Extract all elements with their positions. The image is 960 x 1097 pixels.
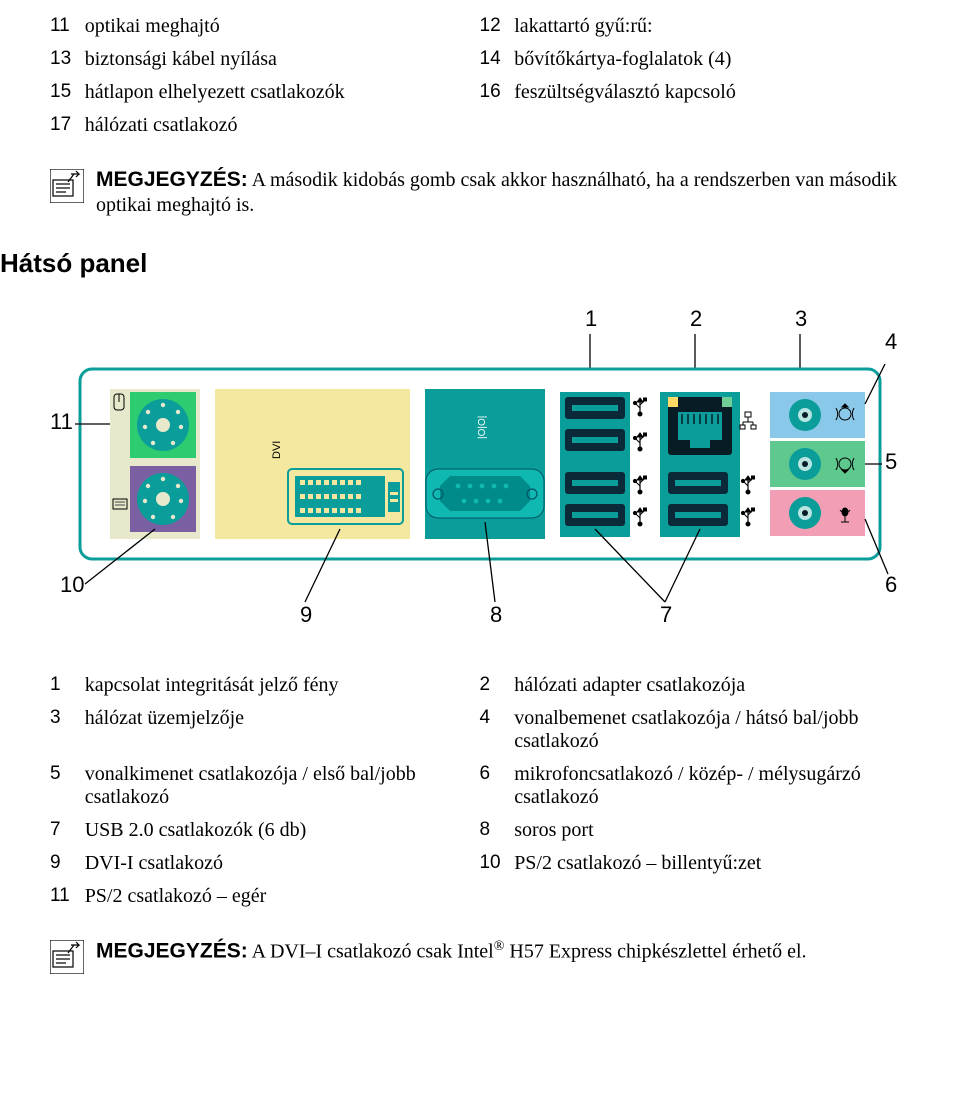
item-desc: hálózati adapter csatlakozója [514, 669, 910, 702]
item-number: 6 [479, 758, 514, 814]
item-desc: PS/2 csatlakozó – billentyű:zet [514, 847, 910, 880]
item-number: 11 [50, 10, 85, 43]
table-row: 3hálózat üzemjelzője4vonalbemenet csatla… [50, 702, 910, 758]
item-desc: hálózati csatlakozó [85, 109, 480, 142]
table-row: 9DVI-I csatlakozó10PS/2 csatlakozó – bil… [50, 847, 910, 880]
note-2: MEGJEGYZÉS: A DVI–I csatlakozó csak Inte… [50, 938, 910, 974]
callout-10: 10 [60, 572, 84, 597]
table-row: 17hálózati csatlakozó [50, 109, 910, 142]
item-desc: PS/2 csatlakozó – egér [85, 880, 480, 913]
callout-5: 5 [885, 449, 897, 474]
table-row: 5vonalkimenet csatlakozója / első bal/jo… [50, 758, 910, 814]
item-number: 4 [479, 702, 514, 758]
item-number: 1 [50, 669, 85, 702]
item-number: 11 [50, 880, 85, 913]
component-table-2: 1kapcsolat integritását jelző fény2hálóz… [50, 669, 910, 913]
callout-3: 3 [795, 306, 807, 331]
callout-6: 6 [885, 572, 897, 597]
note-1: MEGJEGYZÉS: A második kidobás gomb csak … [50, 167, 910, 218]
item-number: 15 [50, 76, 85, 109]
item-desc: feszültségválasztó kapcsoló [514, 76, 910, 109]
svg-text:|O|O|: |O|O| [477, 416, 488, 439]
item-desc [514, 880, 910, 913]
item-number: 10 [479, 847, 514, 880]
item-number: 12 [480, 10, 515, 43]
callout-11: 11 [50, 409, 73, 434]
item-desc: bővítőkártya-foglalatok (4) [514, 43, 910, 76]
item-desc: vonalkimenet csatlakozója / első bal/job… [85, 758, 480, 814]
item-desc: optikai meghajtó [85, 10, 480, 43]
item-number: 7 [50, 814, 85, 847]
item-number: 14 [480, 43, 515, 76]
item-number: 17 [50, 109, 85, 142]
note-label: MEGJEGYZÉS: [96, 168, 248, 191]
callout-2: 2 [690, 306, 702, 331]
callout-1: 1 [585, 306, 597, 331]
item-number: 5 [50, 758, 85, 814]
item-desc: hálózat üzemjelzője [85, 702, 480, 758]
callout-9: 9 [300, 602, 312, 627]
item-desc [514, 109, 910, 142]
item-number: 3 [50, 702, 85, 758]
item-number: 8 [479, 814, 514, 847]
table-row: 13biztonsági kábel nyílása14bővítőkártya… [50, 43, 910, 76]
note-icon [50, 940, 84, 974]
section-title: Hátsó panel [0, 248, 910, 279]
note-body-before: A DVI–I csatlakozó csak Intel [248, 941, 494, 963]
callout-7: 7 [660, 602, 672, 627]
item-number: 9 [50, 847, 85, 880]
back-panel-diagram: 1 2 3 4 11 DVI |O|O| [50, 304, 910, 634]
item-number: 16 [480, 76, 515, 109]
table-row: 15hátlapon elhelyezett csatlakozók16fesz… [50, 76, 910, 109]
note-label: MEGJEGYZÉS: [96, 940, 248, 963]
note-sup: ® [494, 939, 505, 954]
item-number [480, 109, 515, 142]
item-desc: biztonsági kábel nyílása [85, 43, 480, 76]
table-row: 7USB 2.0 csatlakozók (6 db)8soros port [50, 814, 910, 847]
table-row: 1kapcsolat integritását jelző fény2hálóz… [50, 669, 910, 702]
item-desc: USB 2.0 csatlakozók (6 db) [85, 814, 480, 847]
item-number [479, 880, 514, 913]
item-desc: vonalbemenet csatlakozója / hátsó bal/jo… [514, 702, 910, 758]
item-desc: mikrofoncsatlakozó / közép- / mélysugárz… [514, 758, 910, 814]
item-number: 2 [479, 669, 514, 702]
component-table-1: 11optikai meghajtó12lakattartó gyű:rű:13… [50, 10, 910, 142]
item-desc: kapcsolat integritását jelző fény [85, 669, 480, 702]
callout-8: 8 [490, 602, 502, 627]
note-body-after: H57 Express chipkészlettel érhető el. [504, 941, 806, 963]
item-number: 13 [50, 43, 85, 76]
table-row: 11PS/2 csatlakozó – egér [50, 880, 910, 913]
item-desc: hátlapon elhelyezett csatlakozók [85, 76, 480, 109]
callout-4: 4 [885, 329, 897, 354]
table-row: 11optikai meghajtó12lakattartó gyű:rű: [50, 10, 910, 43]
svg-text:DVI: DVI [271, 441, 283, 459]
item-desc: soros port [514, 814, 910, 847]
item-desc: DVI-I csatlakozó [85, 847, 480, 880]
note-icon [50, 169, 84, 203]
item-desc: lakattartó gyű:rű: [514, 10, 910, 43]
